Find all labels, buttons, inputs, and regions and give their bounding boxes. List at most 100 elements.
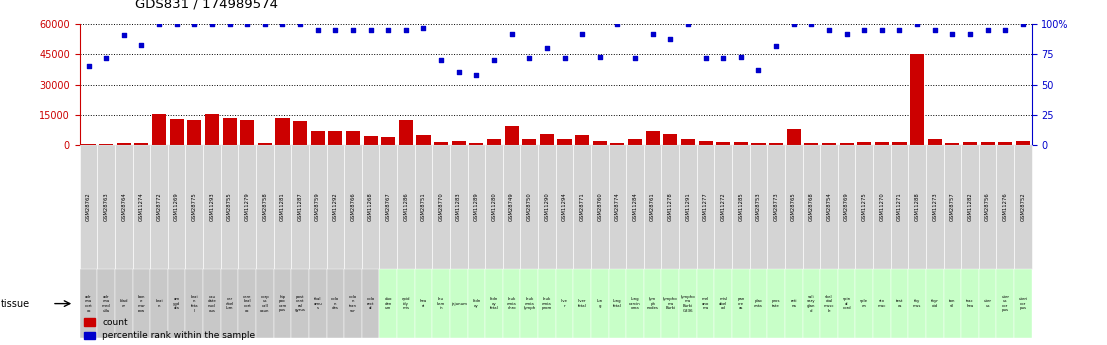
Text: GSM28752: GSM28752 (1021, 193, 1025, 221)
Bar (681, 139, 695, 145)
Text: GSM28763: GSM28763 (104, 193, 108, 221)
Bar (205, 114, 219, 145)
Text: GSM11285: GSM11285 (738, 193, 743, 221)
Bar (821, 143, 836, 145)
Point (520, 55, 538, 61)
Text: GSM11284: GSM11284 (632, 193, 638, 221)
Bar (452, 141, 466, 145)
Text: GSM28750: GSM28750 (527, 193, 531, 221)
Text: GSM28761: GSM28761 (650, 193, 655, 221)
Point (961, 31, 979, 37)
Bar (116, 144, 131, 145)
Text: colo
n
des: colo n des (331, 297, 340, 310)
Text: colo
n
tran
svr: colo n tran svr (349, 295, 358, 313)
Bar (169, 119, 184, 145)
Point (749, 67, 767, 73)
Bar (293, 121, 307, 145)
Text: GSM28764: GSM28764 (122, 193, 126, 221)
Bar (381, 137, 395, 145)
Point (362, 28, 380, 33)
Text: pan
cre
as: pan cre as (737, 297, 745, 310)
Text: GSM28773: GSM28773 (774, 193, 778, 221)
Text: GSM28767: GSM28767 (385, 193, 391, 221)
Bar (100, 144, 113, 145)
Bar (628, 139, 642, 145)
Point (344, 28, 362, 33)
Point (696, 55, 714, 61)
Text: lympho
ma
Burki
G336: lympho ma Burki G336 (681, 295, 695, 313)
Text: GSM28774: GSM28774 (614, 193, 620, 221)
Text: GSM28753: GSM28753 (756, 193, 761, 221)
Bar (523, 139, 536, 145)
Text: GSM11294: GSM11294 (562, 193, 567, 221)
Point (732, 54, 749, 59)
Point (679, 21, 696, 27)
Point (380, 28, 397, 33)
Text: epid
idy
mis: epid idy mis (402, 297, 410, 310)
Point (168, 21, 186, 27)
Bar (839, 143, 853, 145)
Bar (805, 143, 818, 145)
Text: trac
hea: trac hea (966, 299, 974, 308)
Bar (416, 135, 431, 145)
Bar (945, 143, 960, 145)
Text: GSM11268: GSM11268 (369, 193, 373, 221)
Bar (769, 143, 783, 145)
Point (820, 28, 838, 33)
Text: GSM11278: GSM11278 (668, 193, 673, 221)
Text: live
r: live r (561, 299, 568, 308)
Text: hip
poc
cam
pus: hip poc cam pus (278, 295, 287, 313)
Text: pros
tate: pros tate (772, 299, 780, 308)
Bar (910, 54, 924, 145)
Point (662, 36, 680, 41)
Text: GSM11274: GSM11274 (138, 193, 144, 221)
Text: GSM11281: GSM11281 (280, 193, 284, 221)
Text: GSM11273: GSM11273 (932, 193, 938, 221)
Text: thyr
oid: thyr oid (931, 299, 939, 308)
Point (449, 70, 467, 75)
Point (291, 21, 309, 27)
Bar (787, 129, 800, 145)
Bar (311, 131, 324, 145)
Text: uter
us: uter us (984, 299, 992, 308)
Bar (434, 142, 448, 145)
Point (714, 55, 732, 61)
Bar (329, 131, 342, 145)
Text: GSM11279: GSM11279 (245, 193, 250, 221)
Text: sali
vary
glan
d: sali vary glan d (807, 295, 816, 313)
Text: cer
ebel
lum: cer ebel lum (226, 297, 234, 310)
Point (151, 21, 168, 27)
Text: GSM28771: GSM28771 (580, 193, 584, 221)
Text: post
cent
ral
gyrus: post cent ral gyrus (294, 295, 306, 313)
Point (220, 21, 238, 27)
Bar (981, 142, 995, 145)
Point (627, 55, 644, 61)
Point (415, 25, 433, 30)
Legend: count, percentile rank within the sample: count, percentile rank within the sample (84, 318, 256, 341)
Text: leu
kem
in: leu kem in (437, 297, 445, 310)
Point (115, 32, 133, 38)
Point (273, 21, 291, 27)
Text: spin
al
cord: spin al cord (842, 297, 851, 310)
Point (186, 21, 204, 27)
Point (891, 28, 909, 33)
Text: mel
ano
ma: mel ano ma (702, 297, 710, 310)
Point (838, 31, 856, 37)
Point (609, 21, 627, 27)
Text: GSM28758: GSM28758 (262, 193, 267, 221)
Point (97, 55, 115, 61)
Bar (276, 118, 290, 145)
Bar (752, 143, 766, 145)
Bar (487, 139, 501, 145)
Text: kidn
ey: kidn ey (473, 299, 480, 308)
Text: jejunum: jejunum (451, 302, 467, 306)
Text: blad
er: blad er (120, 299, 128, 308)
Text: uteri
cor
pus: uteri cor pus (1018, 297, 1027, 310)
Text: misl
abel
ed: misl abel ed (720, 297, 727, 310)
Point (238, 21, 256, 27)
Text: GSM11283: GSM11283 (456, 193, 462, 221)
Text: GSM11280: GSM11280 (492, 193, 497, 221)
Text: adr
ena
cort
ex: adr ena cort ex (84, 295, 92, 313)
Text: GSM28765: GSM28765 (792, 193, 796, 221)
Bar (540, 134, 554, 145)
